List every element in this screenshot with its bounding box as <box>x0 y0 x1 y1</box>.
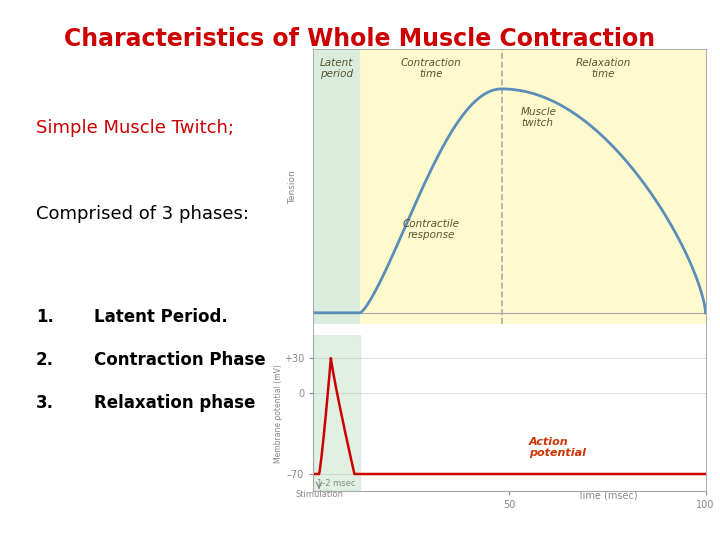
Text: Comprised of 3 phases:: Comprised of 3 phases: <box>36 205 249 223</box>
Text: 1.: 1. <box>36 308 54 326</box>
Y-axis label: Membrane potential (mV): Membrane potential (mV) <box>274 363 282 463</box>
Text: Contraction Phase: Contraction Phase <box>94 351 265 369</box>
Text: Relaxation
time: Relaxation time <box>576 58 631 79</box>
Bar <box>313 335 360 491</box>
Text: 1-2 msec: 1-2 msec <box>318 478 356 488</box>
Text: Relaxation phase: Relaxation phase <box>94 394 255 412</box>
Text: Characteristics of Whole Muscle Contraction: Characteristics of Whole Muscle Contract… <box>64 27 656 51</box>
Text: Action
potential: Action potential <box>529 437 586 458</box>
Text: 3.: 3. <box>36 394 54 412</box>
Text: Muscle
twitch: Muscle twitch <box>521 107 557 129</box>
Text: Time (msec): Time (msec) <box>577 490 638 500</box>
Text: Latent
period: Latent period <box>320 58 354 79</box>
Text: Contractile
response: Contractile response <box>402 219 459 240</box>
Text: Simple Muscle Twitch;: Simple Muscle Twitch; <box>36 119 234 137</box>
Bar <box>360 49 706 324</box>
Text: Latent Period.: Latent Period. <box>94 308 228 326</box>
Text: 2.: 2. <box>36 351 54 369</box>
Text: Stimulation: Stimulation <box>295 490 343 500</box>
Bar <box>313 49 360 324</box>
Text: Tension: Tension <box>289 171 297 204</box>
Text: Contraction
time: Contraction time <box>400 58 462 79</box>
